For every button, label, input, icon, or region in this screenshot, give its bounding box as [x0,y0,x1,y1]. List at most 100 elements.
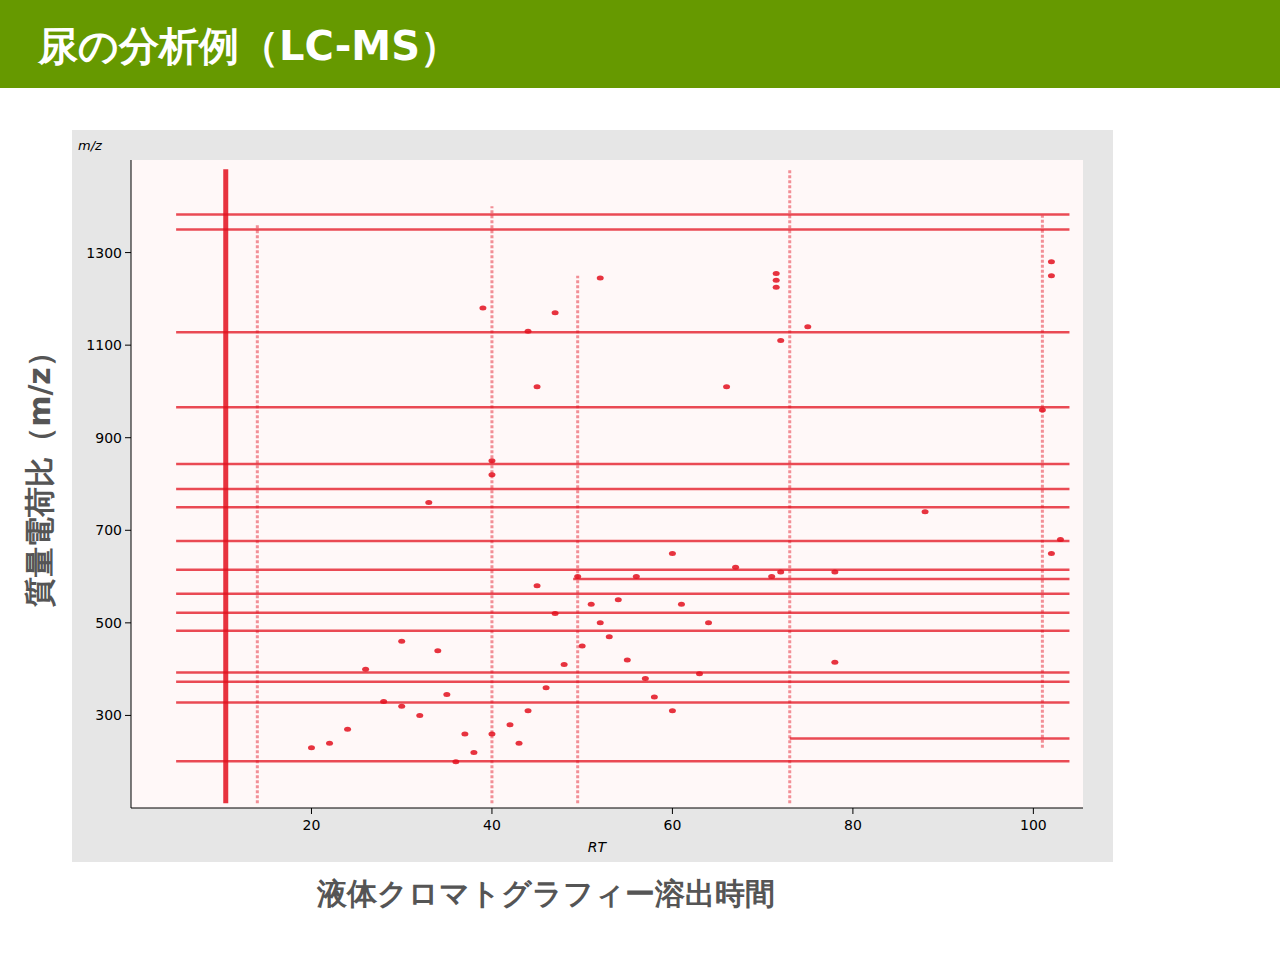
feature-spot [773,285,780,290]
y-tick [125,252,131,253]
mz-trace [176,463,1069,466]
feature-spot [696,671,703,676]
y-tick-label: 900 [95,430,122,446]
feature-spot [651,694,658,699]
y-tick-label: 300 [95,707,122,723]
feature-spot [597,276,604,281]
feature-spot [534,384,541,389]
feature-spot [1048,259,1055,264]
mz-trace [176,611,1069,614]
feature-spot [777,569,784,574]
mz-trace [176,568,1069,571]
y-caption: 質量電荷比（m/z） [22,337,57,608]
feature-spot [723,384,730,389]
mz-trace [176,701,1069,704]
feature-spot [308,745,315,750]
feature-spot [574,574,581,579]
mz-trace [176,213,1069,216]
feature-spot [669,551,676,556]
feature-spot [606,634,613,639]
chart-panel [72,130,1113,862]
x-tick-label: 20 [303,817,321,833]
feature-spot [398,639,405,644]
y-tick [125,345,131,346]
feature-spot [543,685,550,690]
header-bar [0,0,1280,88]
mz-trace [176,671,1069,674]
feature-spot [326,741,333,746]
x-tick [852,808,853,814]
rt-band [1041,216,1044,748]
feature-spot [488,731,495,736]
feature-spot [588,602,595,607]
x-tick-label: 60 [664,817,682,833]
feature-spot [773,278,780,283]
x-caption: 液体クロマトグラフィー溶出時間 [316,876,775,911]
feature-spot [488,472,495,477]
feature-spot [416,713,423,718]
y-tick-label: 1100 [86,337,122,353]
y-tick [125,530,131,531]
feature-spot [398,704,405,709]
x-tick [311,808,312,814]
feature-spot [831,569,838,574]
feature-spot [452,759,459,764]
feature-spot [804,324,811,329]
x-axis [131,808,1083,809]
chart-svg: 尿の分析例（LC-MS）2040608010030050070090011001… [0,0,1280,960]
feature-spot [705,620,712,625]
x-tick [672,808,673,814]
plot-area [131,160,1083,808]
feature-spot [434,648,441,653]
y-axis [131,160,132,808]
feature-spot [443,692,450,697]
feature-spot [380,699,387,704]
rt-band [223,169,228,803]
y-tick [125,437,131,438]
feature-spot [425,500,432,505]
x-tick-label: 40 [483,817,501,833]
feature-spot [534,583,541,588]
feature-spot [344,727,351,732]
feature-spot [479,306,486,311]
feature-spot [525,708,532,713]
rt-band [576,276,579,804]
feature-spot [506,722,513,727]
mz-trace [790,737,1070,740]
x-tick-label: 80 [844,817,862,833]
mz-trace [176,540,1069,543]
feature-spot [615,597,622,602]
feature-spot [831,660,838,665]
feature-spot [488,458,495,463]
y-tick-label: 500 [95,615,122,631]
feature-spot [777,338,784,343]
mz-trace [176,406,1069,409]
feature-spot [642,676,649,681]
feature-spot [597,620,604,625]
feature-spot [552,611,559,616]
x-tick [1033,808,1034,814]
feature-spot [579,644,586,649]
feature-spot [624,657,631,662]
feature-spot [732,565,739,570]
x-tick-label: 100 [1020,817,1047,833]
feature-spot [561,662,568,667]
feature-spot [362,667,369,672]
title: 尿の分析例（LC-MS） [37,23,460,69]
rt-band [490,206,493,803]
marks [176,169,1069,803]
rt-band [256,225,259,804]
feature-spot [1048,273,1055,278]
feature-spot [1039,407,1046,412]
mz-trace [176,331,1069,334]
mz-trace [176,506,1069,509]
x-axis-label: RT [588,839,608,855]
y-tick-label: 1300 [86,245,122,261]
feature-spot [678,602,685,607]
rt-band [788,169,791,803]
feature-spot [1048,551,1055,556]
feature-spot [525,329,532,334]
mz-trace [573,578,1069,581]
y-tick [125,715,131,716]
mz-trace [176,228,1069,231]
